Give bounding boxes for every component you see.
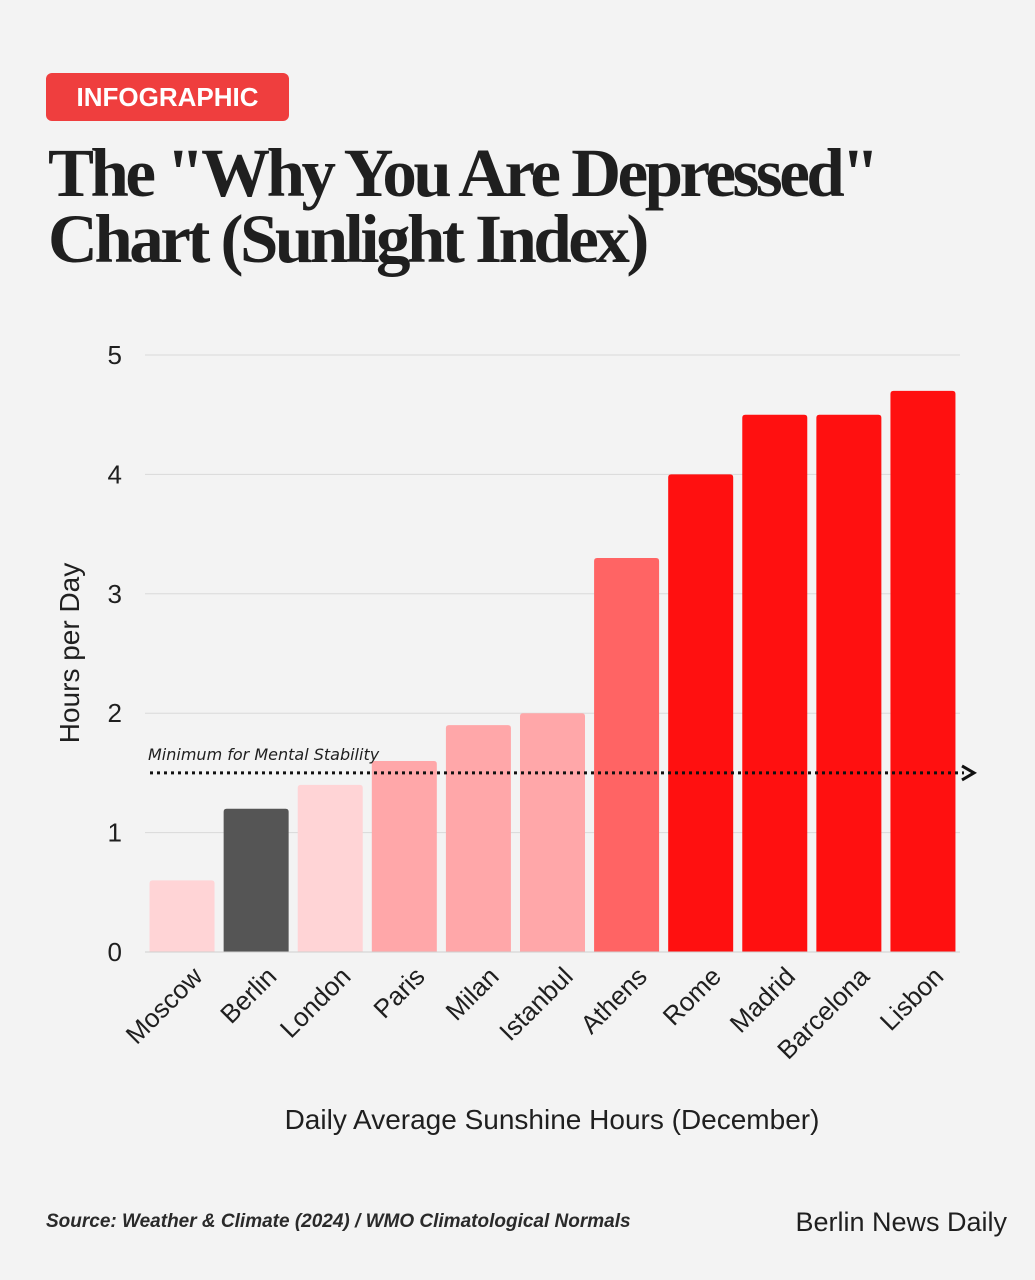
- bar-london: [297, 784, 363, 952]
- bar-madrid: [742, 414, 808, 952]
- source-note: Source: Weather & Climate (2024) / WMO C…: [46, 1211, 631, 1232]
- x-tick-label: Istanbul: [493, 961, 579, 1047]
- bar-berlin: [223, 808, 289, 952]
- y-tick-label: 1: [108, 818, 122, 848]
- x-tick-label: Moscow: [120, 961, 209, 1050]
- bar-moscow: [149, 880, 215, 952]
- reference-line-label: Minimum for Mental Stability: [148, 745, 380, 764]
- x-tick-label: Athens: [574, 961, 652, 1039]
- bar-milan: [445, 725, 511, 952]
- x-tick-label: Paris: [367, 961, 430, 1024]
- x-tick-label: Rome: [657, 961, 727, 1031]
- y-axis-title: Hours per Day: [54, 563, 85, 744]
- x-axis-title: Daily Average Sunshine Hours (December): [285, 1104, 820, 1135]
- reference-arrowhead: [961, 764, 977, 782]
- bar-barcelona: [816, 414, 882, 952]
- x-tick-label: Lisbon: [874, 961, 949, 1036]
- infographic-badge: INFOGRAPHIC: [46, 73, 289, 121]
- y-tick-label: 5: [108, 340, 122, 370]
- x-tick-label: Milan: [439, 961, 504, 1026]
- brand-name: Berlin News Daily: [795, 1207, 1007, 1237]
- y-tick-label: 3: [108, 579, 122, 609]
- x-tick-label: Berlin: [214, 961, 282, 1029]
- bar-rome: [668, 474, 734, 952]
- bar-lisbon: [890, 390, 956, 952]
- page-title: The "Why You Are Depressed" Chart (Sunli…: [48, 135, 880, 277]
- y-tick-label: 0: [108, 937, 122, 967]
- x-tick-label: London: [274, 961, 357, 1044]
- y-tick-label: 2: [108, 698, 122, 728]
- bar-istanbul: [520, 713, 585, 952]
- bar-paris: [371, 760, 437, 952]
- y-tick-label: 4: [108, 459, 122, 489]
- bar-athens: [594, 557, 660, 952]
